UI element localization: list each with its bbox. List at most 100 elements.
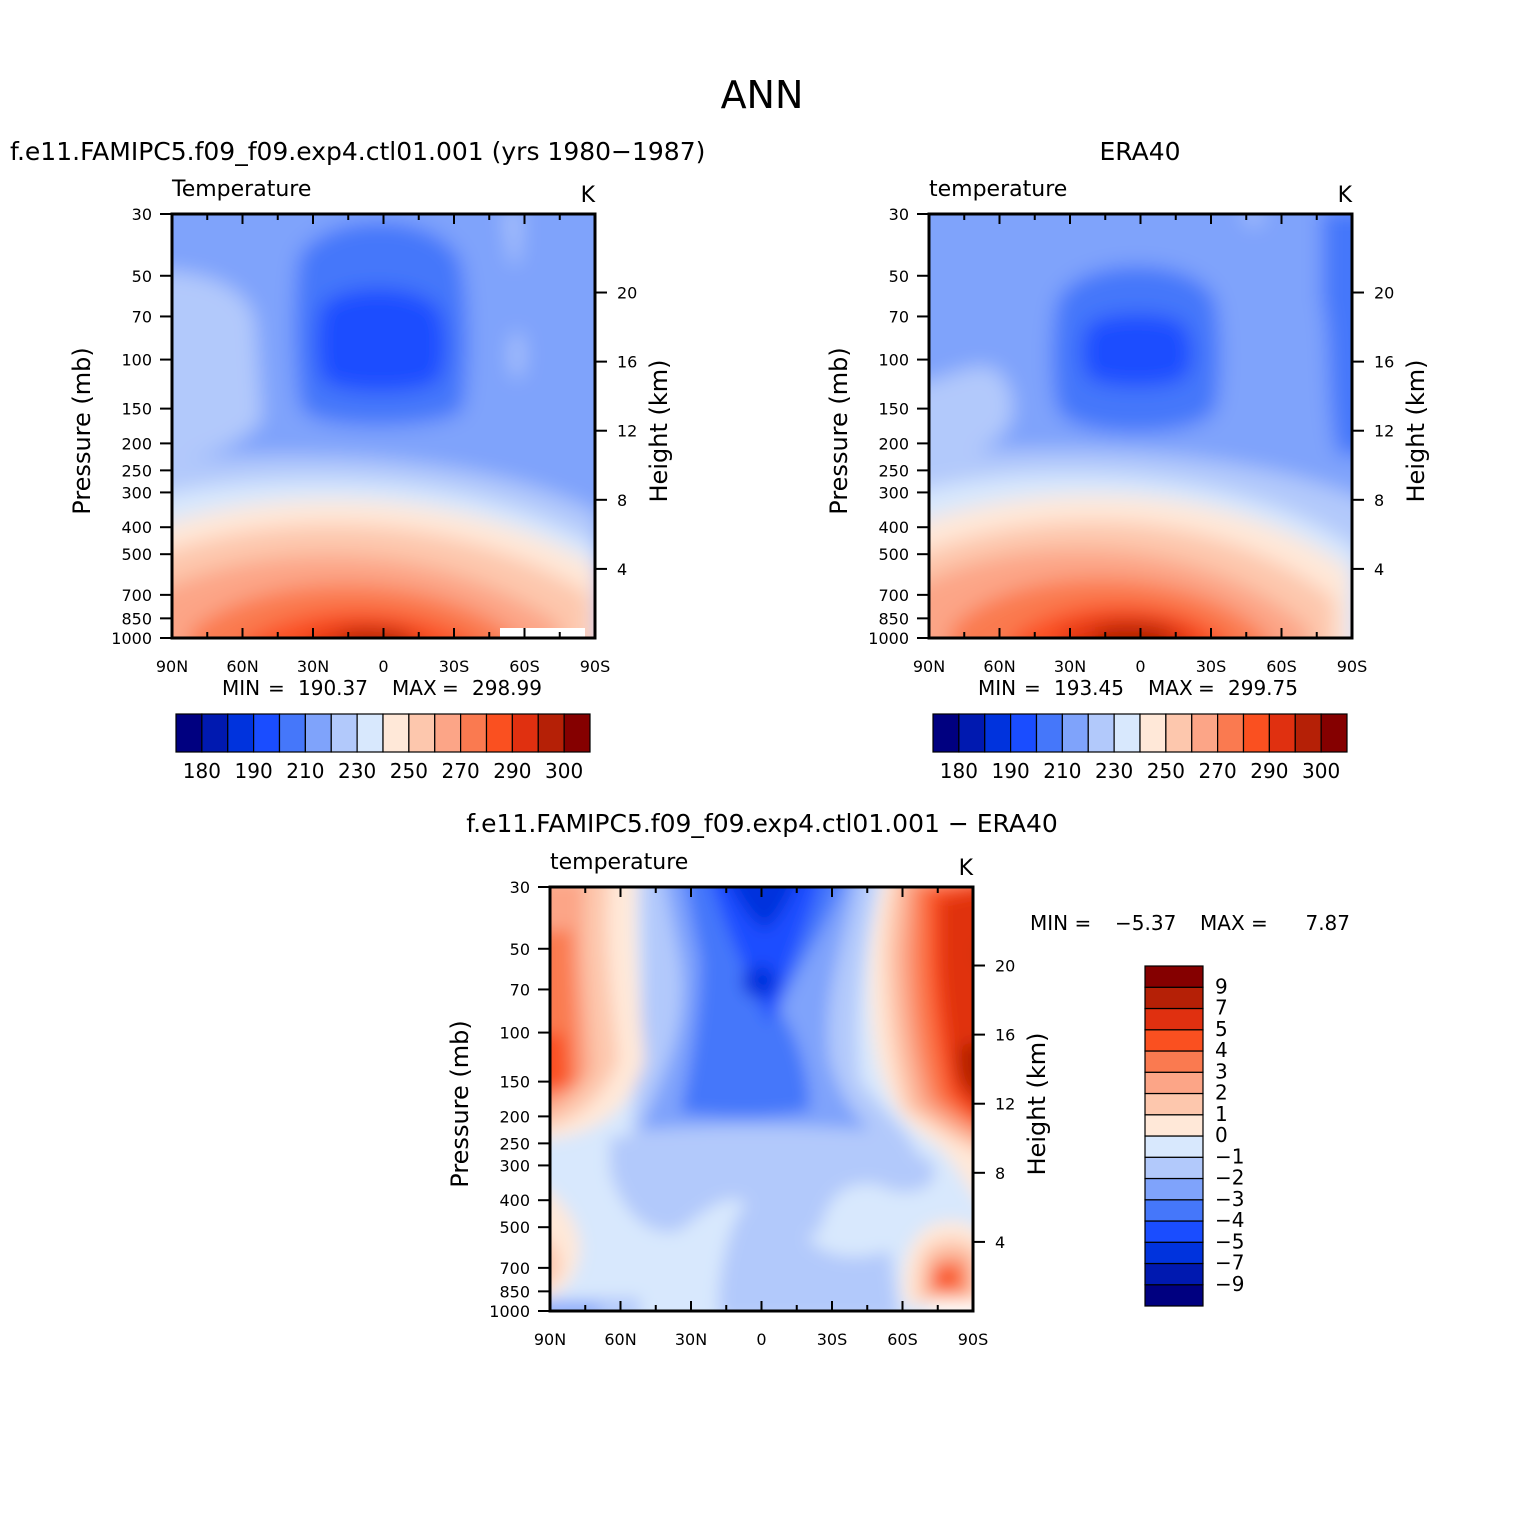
- colorbar-swatch: [1144, 1241, 1204, 1265]
- y-tick-label: 200: [499, 1107, 530, 1126]
- panel-obs-variable: temperature: [929, 177, 1067, 202]
- colorbar-swatch: [460, 713, 488, 753]
- y-tick-label: 50: [889, 267, 909, 286]
- y-axis-label: Pressure (mb): [825, 347, 853, 514]
- colorbar-swatch: [984, 713, 1012, 753]
- colorbar-swatch: [1087, 713, 1115, 753]
- y-tick-label: 50: [132, 267, 152, 286]
- colorbar-swatch: [1144, 1007, 1204, 1031]
- panel-model-colorbar: 180 190 210 230 250 270 290 300: [175, 713, 591, 783]
- panel-model-field: [172, 214, 595, 638]
- y-tick-label: 100: [121, 351, 152, 370]
- colorbar-swatch: [304, 713, 332, 753]
- panel-model-max-value: 298.99: [472, 676, 542, 700]
- x-tick-label: 90N: [913, 657, 945, 676]
- y-right-tick-label: 16: [617, 353, 637, 372]
- y-axis-label: Pressure (mb): [446, 1020, 474, 1187]
- y-tick-label: 70: [132, 307, 152, 326]
- panel-diff-stats: MIN = −5.37 MAX = 7.87: [1030, 911, 1350, 935]
- panel-model-min-value: 190.37: [298, 676, 368, 700]
- colorbar-swatch: [330, 713, 358, 753]
- colorbar-label: −1: [1215, 1144, 1244, 1168]
- y-right-tick-label: 20: [617, 284, 637, 303]
- y-tick-label: 150: [499, 1073, 530, 1092]
- colorbar-swatch: [485, 713, 513, 753]
- panel-obs-max-label: MAX: [1148, 676, 1193, 700]
- colorbar-swatch: [1144, 986, 1204, 1010]
- x-tick-label: 60N: [983, 657, 1015, 676]
- colorbar-label: 5: [1215, 1017, 1228, 1041]
- y-right-tick-label: 12: [995, 1095, 1015, 1114]
- colorbar-label: 290: [1250, 759, 1288, 783]
- colorbar-label: 1: [1215, 1102, 1228, 1126]
- y-tick-label: 300: [878, 483, 909, 502]
- panel-obs-min-value: 193.45: [1054, 676, 1124, 700]
- y-tick-label: 250: [121, 461, 152, 480]
- colorbar-label: 0: [1215, 1123, 1228, 1147]
- y-tick-label: 200: [878, 434, 909, 453]
- colorbar-swatch: [1320, 713, 1348, 753]
- y-tick-label: 850: [878, 609, 909, 628]
- panel-model-stats: MIN = 190.37 MAX = 298.99: [222, 676, 542, 700]
- y-tick-label: 250: [499, 1134, 530, 1153]
- colorbar-swatch: [408, 713, 436, 753]
- y-right-tick-label: 4: [995, 1233, 1005, 1252]
- y-tick-label: 150: [121, 400, 152, 419]
- colorbar-swatch: [175, 713, 203, 753]
- colorbar-label: −4: [1215, 1208, 1244, 1232]
- y-tick-label: 1000: [111, 629, 152, 648]
- panel-model-axes: 90N 60N 30N 0 30S 60S 90S 30 50 70 100 150 200 250 300…: [68, 205, 673, 676]
- y-right-tick-label: 16: [995, 1026, 1015, 1045]
- colorbar-label: 3: [1215, 1059, 1228, 1083]
- colorbar-swatch: [1294, 713, 1322, 753]
- colorbar-label: 180: [940, 759, 978, 783]
- x-tick-label: 30N: [675, 1330, 707, 1349]
- y-right-tick-label: 16: [1374, 353, 1394, 372]
- colorbar-swatch: [1144, 1156, 1204, 1180]
- y-right-tick-label: 12: [1374, 422, 1394, 441]
- panel-obs: ERA40 temperature K 90N 6: [825, 137, 1430, 783]
- colorbar-label: 4: [1215, 1038, 1228, 1062]
- colorbar-label: 290: [493, 759, 531, 783]
- y-right-axis-label: Height (km): [1023, 1033, 1051, 1176]
- colorbar-swatch: [1191, 713, 1219, 753]
- colorbar-swatch: [1144, 1050, 1204, 1073]
- y-tick-label: 70: [889, 307, 909, 326]
- colorbar-label: 180: [183, 759, 221, 783]
- svg-text:=: =: [1024, 676, 1041, 700]
- colorbar-swatch: [1242, 713, 1270, 753]
- colorbar-swatch: [1139, 713, 1167, 753]
- colorbar-swatch: [1144, 1262, 1204, 1286]
- colorbar-label: 230: [1095, 759, 1133, 783]
- colorbar-label: 270: [1199, 759, 1237, 783]
- colorbar-label: 300: [545, 759, 583, 783]
- panel-model-units: K: [581, 183, 596, 208]
- colorbar-label: 190: [992, 759, 1030, 783]
- colorbar-swatch: [1144, 1284, 1204, 1307]
- panel-diff: f.e11.FAMIPC5.f09_f09.exp4.ctl01.001 − E…: [446, 809, 1350, 1349]
- x-tick-label: 60S: [887, 1330, 918, 1349]
- x-tick-label: 30N: [297, 657, 329, 676]
- colorbar-label: −9: [1215, 1272, 1244, 1296]
- panel-diff-field: [550, 887, 973, 1311]
- y-tick-label: 300: [499, 1156, 530, 1175]
- colorbar-label: −3: [1215, 1187, 1244, 1211]
- colorbar-swatch: [1144, 1199, 1204, 1222]
- panel-diff-min-value: −5.37: [1115, 911, 1176, 935]
- y-tick-label: 30: [510, 878, 530, 897]
- y-right-tick-label: 8: [1374, 491, 1384, 510]
- colorbar-swatch: [1144, 1071, 1204, 1095]
- colorbar-swatch: [382, 713, 410, 753]
- y-right-tick-label: 20: [995, 957, 1015, 976]
- x-tick-label: 90N: [156, 657, 188, 676]
- panel-obs-axes: 90N 60N 30N 0 30S 60S 90S 30 50 70 100 150 200 250 300…: [825, 205, 1430, 676]
- y-tick-label: 400: [499, 1191, 530, 1210]
- y-tick-label: 200: [121, 434, 152, 453]
- colorbar-swatch: [356, 713, 384, 753]
- y-tick-label: 70: [510, 980, 530, 999]
- colorbar-label: 190: [235, 759, 273, 783]
- panel-obs-title: ERA40: [1099, 137, 1180, 166]
- y-tick-label: 150: [878, 400, 909, 419]
